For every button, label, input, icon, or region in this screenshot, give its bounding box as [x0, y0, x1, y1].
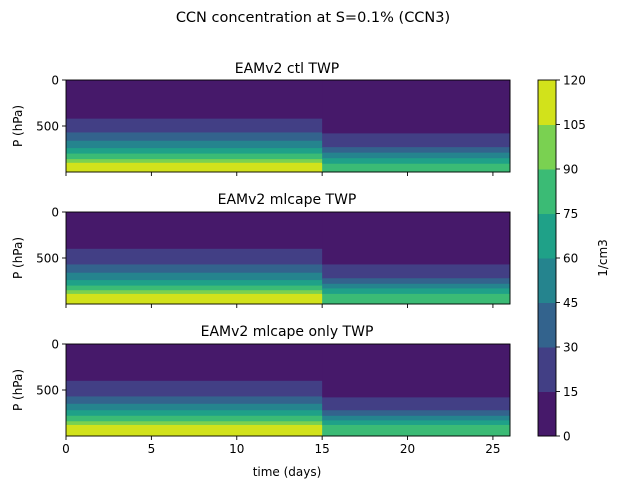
contour-band: [66, 264, 323, 274]
panel-3-ylabel: P (hPa): [11, 369, 25, 411]
contour-band: [322, 163, 511, 173]
x-tick-label: 25: [485, 442, 500, 456]
contour-band: [322, 80, 511, 134]
colorbar-tick-label: 120: [563, 74, 586, 88]
contour-band: [322, 212, 511, 265]
contour-band: [322, 264, 511, 279]
contour-band: [322, 147, 511, 154]
contour-band: [322, 420, 511, 426]
contour-band: [322, 424, 511, 437]
colorbar-segment: [538, 258, 556, 303]
y-tick-label: 0: [51, 338, 59, 352]
contour-band: [66, 421, 323, 426]
contour-band: [66, 140, 323, 149]
colorbar-tick-label: 105: [563, 118, 586, 132]
figure-title: CCN concentration at S=0.1% (CCN3): [176, 10, 450, 26]
contour-band: [322, 133, 511, 148]
contour-band: [66, 80, 323, 120]
panel-2: EAMv2 mlcape TWP 0 500 P (hPa): [11, 192, 511, 308]
panel-2-title: EAMv2 mlcape TWP: [218, 192, 357, 208]
panel-1-ylabel: P (hPa): [11, 105, 25, 147]
contour-band: [322, 415, 511, 421]
contour-band: [66, 396, 323, 405]
y-tick-label: 0: [51, 206, 59, 220]
colorbar-segment: [538, 302, 556, 348]
contour-band: [66, 148, 323, 155]
contour-band: [322, 278, 511, 285]
x-tick-label: 20: [400, 442, 415, 456]
colorbar-tick-label: 45: [563, 296, 578, 310]
colorbar-tick-label: 75: [563, 207, 578, 221]
contour-band: [322, 410, 511, 417]
contour-band: [322, 152, 511, 159]
x-tick-label: 5: [148, 442, 156, 456]
contour-band: [66, 380, 323, 397]
contour-band: [66, 272, 323, 281]
colorbar-tick-label: 15: [563, 385, 578, 399]
contour-band: [322, 293, 511, 305]
colorbar-segment: [538, 391, 556, 437]
colorbar-tick-label: 0: [563, 430, 571, 444]
colorbar-segment: [538, 213, 556, 259]
panel-1: EAMv2 ctl TWP 0 500 P (hPa): [11, 61, 511, 176]
x-axis-label: time (days): [253, 465, 322, 479]
contour-band: [322, 158, 511, 165]
contour-band: [66, 153, 323, 160]
colorbar-segment: [538, 124, 556, 170]
y-tick-label: 0: [51, 74, 59, 88]
panel-1-title: EAMv2 ctl TWP: [235, 61, 340, 77]
y-tick-label: 500: [36, 384, 59, 398]
contour-band: [66, 248, 323, 265]
panel-3-title: EAMv2 mlcape only TWP: [201, 324, 374, 340]
panel-1-plot-area: 0 500: [36, 74, 511, 176]
contour-band: [322, 344, 511, 398]
contour-band: [66, 403, 323, 411]
panel-2-ylabel: P (hPa): [11, 237, 25, 279]
contour-band: [66, 344, 323, 382]
contour-band: [66, 162, 323, 173]
colorbar-segment: [538, 80, 556, 125]
y-tick-label: 500: [36, 120, 59, 134]
colorbar: 0 15 30 45 60 75 90 105 120: [537, 74, 586, 444]
colorbar-tick-label: 60: [563, 252, 578, 266]
contour-band: [322, 397, 511, 411]
colorbar-tick-label: 90: [563, 163, 578, 177]
contour-band: [66, 132, 323, 142]
contour-band: [66, 159, 323, 164]
x-tick-label: 10: [229, 442, 244, 456]
colorbar-label: 1/cm3: [596, 239, 610, 277]
panel-3: EAMv2 mlcape only TWP 0 5 10 15 20 25 0 500 P (…: [11, 324, 511, 479]
contour-band: [66, 293, 323, 305]
contour-band: [66, 424, 323, 437]
contour-band: [66, 415, 323, 422]
contour-band: [66, 280, 323, 287]
contour-band: [322, 283, 511, 289]
x-tick-label: 0: [62, 442, 70, 456]
contour-band: [66, 290, 323, 295]
panel-2-plot-area: 0 500: [36, 206, 511, 308]
colorbar-segment: [538, 347, 556, 392]
colorbar-segment: [538, 169, 556, 214]
panel-3-plot-area: 0 5 10 15 20 25 0 500: [36, 338, 511, 456]
y-tick-label: 500: [36, 252, 59, 266]
colorbar-tick-label: 30: [563, 341, 578, 355]
contour-band: [66, 285, 323, 291]
contour-band: [66, 118, 323, 133]
contour-band: [66, 410, 323, 417]
contour-band: [66, 212, 323, 250]
contour-band: [322, 288, 511, 295]
x-tick-label: 15: [315, 442, 330, 456]
